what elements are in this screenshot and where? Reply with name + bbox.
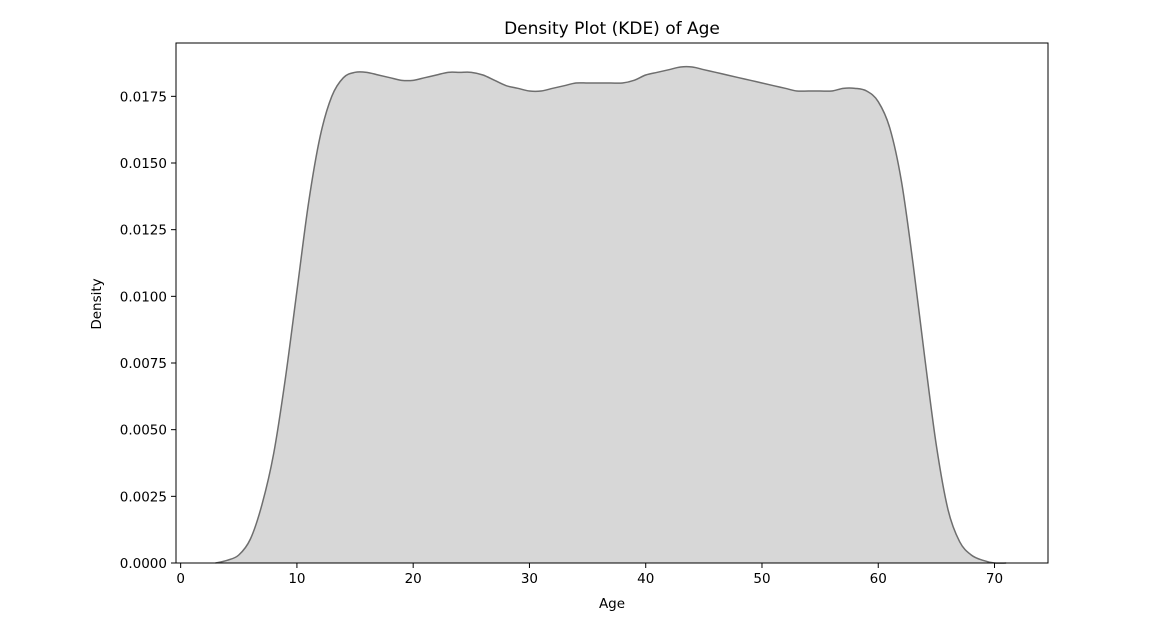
chart-title: Density Plot (KDE) of Age (504, 19, 720, 39)
y-tick-label: 0.0175 (120, 89, 167, 105)
y-tick-label: 0.0150 (120, 156, 167, 172)
x-tick-label: 50 (753, 571, 770, 587)
plot-frame (175, 42, 1049, 564)
x-tick-label: 0 (176, 571, 185, 587)
x-tick-label: 40 (637, 571, 654, 587)
x-tick-label: 30 (521, 571, 538, 587)
y-tick-label: 0.0050 (120, 423, 167, 439)
y-tick-label: 0.0025 (120, 489, 167, 505)
y-tick-label: 0.0075 (120, 356, 167, 372)
x-tick-label: 20 (405, 571, 422, 587)
x-tick-label: 60 (870, 571, 887, 587)
density-area (215, 66, 1007, 564)
y-tick-label: 0.0100 (120, 289, 167, 305)
x-tick-label: 70 (986, 571, 1003, 587)
y-tick-label: 0.0125 (120, 223, 167, 239)
y-tick-label: 0.0000 (120, 556, 167, 572)
density-line (215, 65, 1007, 564)
y-axis-label: Density (89, 278, 105, 329)
x-axis-label: Age (599, 596, 625, 612)
x-tick-label: 10 (288, 571, 305, 587)
